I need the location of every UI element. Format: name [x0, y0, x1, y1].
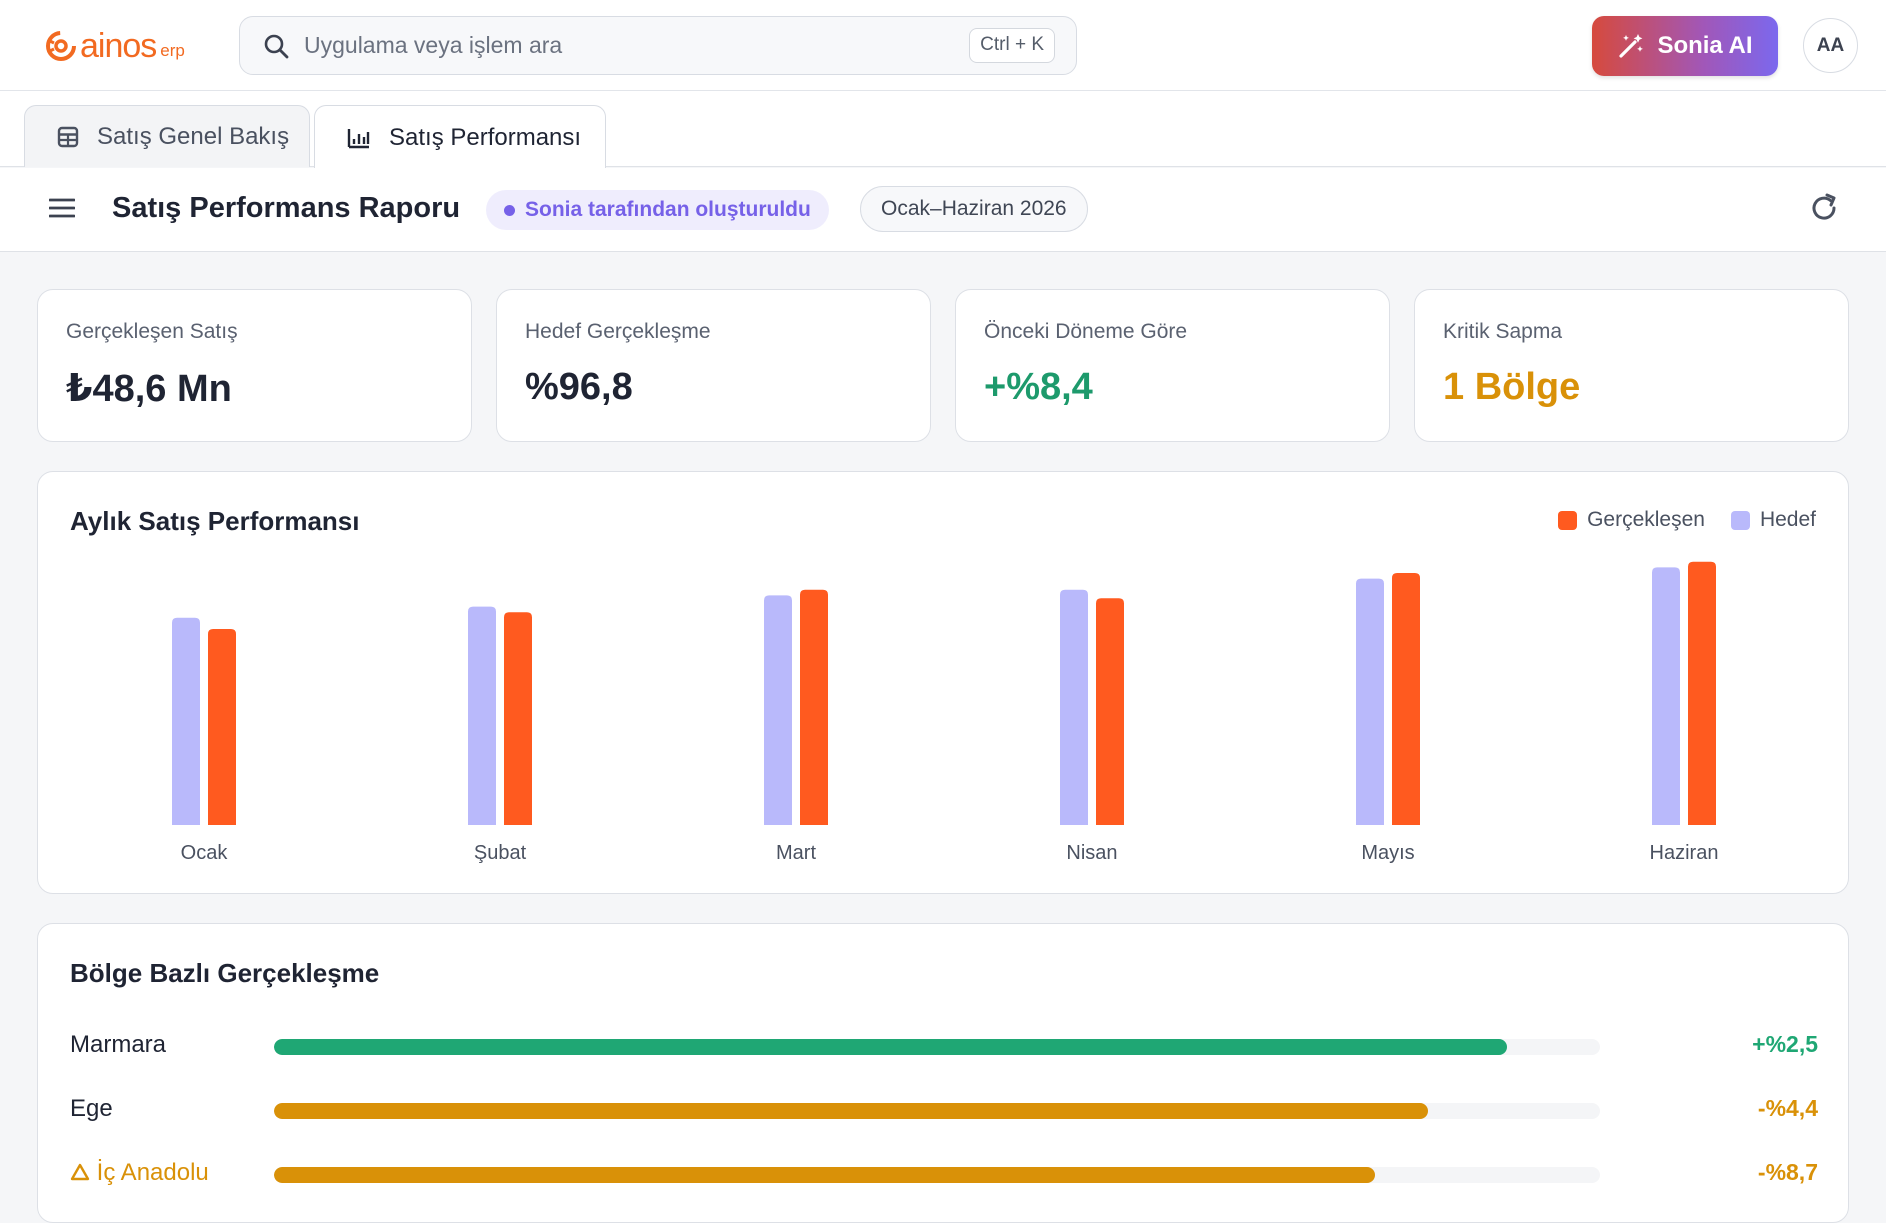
region-progress-fill	[274, 1103, 1428, 1119]
region-row-ege: Ege -%4,4	[38, 1091, 1850, 1131]
tab-satis-performansi[interactable]: Satış Performansı	[314, 105, 606, 169]
region-row-ic-anadolu: İç Anadolu -%8,7	[38, 1155, 1850, 1195]
search-input[interactable]	[304, 17, 984, 73]
search-box[interactable]: Ctrl + K	[239, 16, 1077, 75]
logo-mark-icon	[46, 31, 76, 61]
ainos-logo[interactable]: ainos erp	[44, 24, 185, 68]
logo-text: ainos	[80, 26, 157, 65]
tab-satis-genel-bakis[interactable]: Satış Genel Bakış	[24, 105, 310, 167]
bar-hedef-1[interactable]	[468, 606, 496, 825]
tab-label: Satış Performansı	[389, 123, 582, 151]
chart-title: Aylık Satış Performansı	[70, 506, 360, 536]
bar-hedef-2[interactable]	[764, 595, 792, 825]
region-delta: -%4,4	[1757, 1095, 1818, 1121]
region-name-text: İç Anadolu	[96, 1159, 209, 1186]
region-delta: +%2,5	[1752, 1031, 1818, 1057]
badge-label: Sonia tarafından oluşturuldu	[525, 198, 811, 221]
x-tick-label: Nisan	[1066, 842, 1117, 864]
sonia-ai-button[interactable]: Sonia AI	[1592, 16, 1778, 76]
kpi-value: %96,8	[525, 366, 633, 408]
kpi-value: 1 Bölge	[1443, 366, 1581, 408]
x-tick-label: Şubat	[474, 842, 527, 864]
bar-hedef-3[interactable]	[1060, 589, 1088, 825]
status-dot-icon	[504, 204, 515, 216]
search-icon	[264, 34, 289, 59]
chart-legend: Gerçekleşen Hedef	[1558, 508, 1816, 532]
region-name: Ege	[70, 1095, 113, 1122]
bar-chart-icon	[347, 128, 370, 148]
logo-suffix: erp	[160, 41, 185, 60]
bar-gerceklesen-1[interactable]	[504, 612, 532, 825]
magic-wand-icon	[1619, 34, 1644, 58]
monthly-sales-chart: Ocak Şubat Mart Nisan Mayıs Haziran	[172, 561, 1719, 864]
kpi-label: Kritik Sapma	[1443, 320, 1563, 343]
hamburger-menu-icon[interactable]	[49, 196, 75, 220]
x-tick-label: Mart	[776, 842, 816, 864]
region-name: İç Anadolu	[70, 1159, 209, 1187]
top-bar: ainos erp Ctrl + K Sonia AI AA	[0, 0, 1886, 91]
region-name: Marmara	[70, 1031, 167, 1058]
region-progress-track	[274, 1039, 1600, 1055]
bar-gerceklesen-4[interactable]	[1392, 573, 1420, 825]
bar-hedef-5[interactable]	[1652, 567, 1680, 825]
legend-label: Gerçekleşen	[1587, 508, 1705, 531]
bar-gerceklesen-5[interactable]	[1688, 561, 1716, 825]
table-icon	[57, 126, 79, 147]
bar-gerceklesen-0[interactable]	[208, 629, 236, 825]
x-tick-label: Haziran	[1650, 842, 1719, 864]
legend-item-gerceklesen: Gerçekleşen	[1558, 508, 1705, 532]
tab-label: Satış Genel Bakış	[97, 122, 290, 150]
kpi-card-kritik-sapma: Kritik Sapma 1 Bölge	[1414, 289, 1849, 442]
region-row-marmara: Marmara +%2,5	[38, 1027, 1850, 1067]
legend-swatch	[1558, 510, 1578, 530]
region-delta: -%8,7	[1757, 1159, 1818, 1185]
period-selector[interactable]: Ocak–Haziran 2026	[860, 186, 1088, 232]
kpi-value: +%8,4	[984, 366, 1093, 408]
region-progress-track	[274, 1167, 1600, 1183]
bar-gerceklesen-3[interactable]	[1096, 598, 1124, 825]
region-performance-card: Bölge Bazlı Gerçekleşme Marmara +%2,5 Eg…	[37, 923, 1849, 1223]
search-shortcut-hint: Ctrl + K	[969, 28, 1055, 63]
x-tick-label: Mayıs	[1361, 842, 1414, 864]
bar-gerceklesen-2[interactable]	[800, 589, 828, 825]
warning-icon	[70, 1163, 90, 1181]
bar-hedef-4[interactable]	[1356, 578, 1384, 825]
kpi-card-onceki-doneme-gore: Önceki Döneme Göre +%8,4	[955, 289, 1390, 442]
region-progress-fill	[274, 1039, 1508, 1055]
user-avatar[interactable]: AA	[1803, 18, 1858, 73]
x-tick-label: Ocak	[181, 842, 229, 864]
bar-hedef-0[interactable]	[172, 617, 200, 825]
legend-swatch	[1730, 510, 1750, 530]
sonia-ai-label: Sonia AI	[1657, 32, 1753, 59]
region-progress-fill	[274, 1167, 1375, 1183]
refresh-icon[interactable]	[1808, 192, 1840, 224]
report-header: Satış Performans Raporu Sonia tarafından…	[0, 168, 1886, 252]
legend-label: Hedef	[1759, 508, 1816, 531]
report-title: Satış Performans Raporu	[112, 192, 461, 224]
kpi-card-hedef-gerceklesme: Hedef Gerçekleşme %96,8	[496, 289, 931, 442]
kpi-label: Hedef Gerçekleşme	[525, 320, 711, 343]
sonia-generated-badge: Sonia tarafından oluşturuldu	[486, 190, 829, 230]
monthly-sales-chart-card: Ocak Şubat Mart Nisan Mayıs Haziran Aylık Sat…	[37, 471, 1849, 894]
kpi-label: Önceki Döneme Göre	[984, 320, 1188, 343]
region-card-title: Bölge Bazlı Gerçekleşme	[70, 958, 380, 988]
region-progress-track	[274, 1103, 1600, 1119]
kpi-label: Gerçekleşen Satış	[66, 320, 238, 343]
kpi-value: ₺48,6 Mn	[66, 368, 232, 410]
kpi-card-gerceklesen-satis: Gerçekleşen Satış ₺48,6 Mn	[37, 289, 472, 442]
tab-bar: Satış Genel Bakış Satış Performansı	[0, 91, 1886, 169]
legend-item-hedef: Hedef	[1730, 508, 1816, 532]
